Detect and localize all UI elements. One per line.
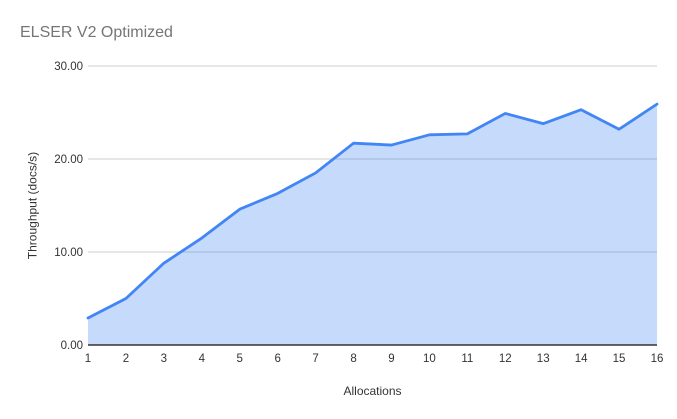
x-tick-label: 5: [237, 353, 243, 365]
y-tick-label: 20.00: [54, 154, 83, 166]
x-tick-label: 2: [123, 353, 129, 365]
x-tick-label: 13: [537, 353, 550, 365]
x-tick-label: 15: [613, 353, 626, 365]
line-series: [86, 102, 659, 320]
area-series: [88, 104, 657, 345]
y-tick-label: 30.00: [54, 61, 83, 73]
x-tick-label: 4: [199, 353, 206, 365]
chart-title: ELSER V2 Optimized: [20, 24, 173, 41]
x-tick-label: 12: [499, 353, 512, 365]
x-tick-label: 6: [274, 353, 280, 365]
x-tick-label: 14: [575, 353, 588, 365]
x-tick-label: 16: [651, 353, 664, 365]
x-tick-label: 7: [312, 353, 318, 365]
x-tick-label: 8: [350, 353, 356, 365]
y-tick-label: 10.00: [54, 247, 83, 259]
x-tick-label: 9: [388, 353, 394, 365]
x-axis-title: Allocations: [343, 384, 402, 398]
x-tick-label: 10: [423, 353, 436, 365]
x-tick-label: 1: [85, 353, 91, 365]
x-tick-label: 11: [461, 353, 473, 365]
x-tick-label: 3: [161, 353, 167, 365]
y-tick-label: 0.00: [61, 340, 83, 352]
